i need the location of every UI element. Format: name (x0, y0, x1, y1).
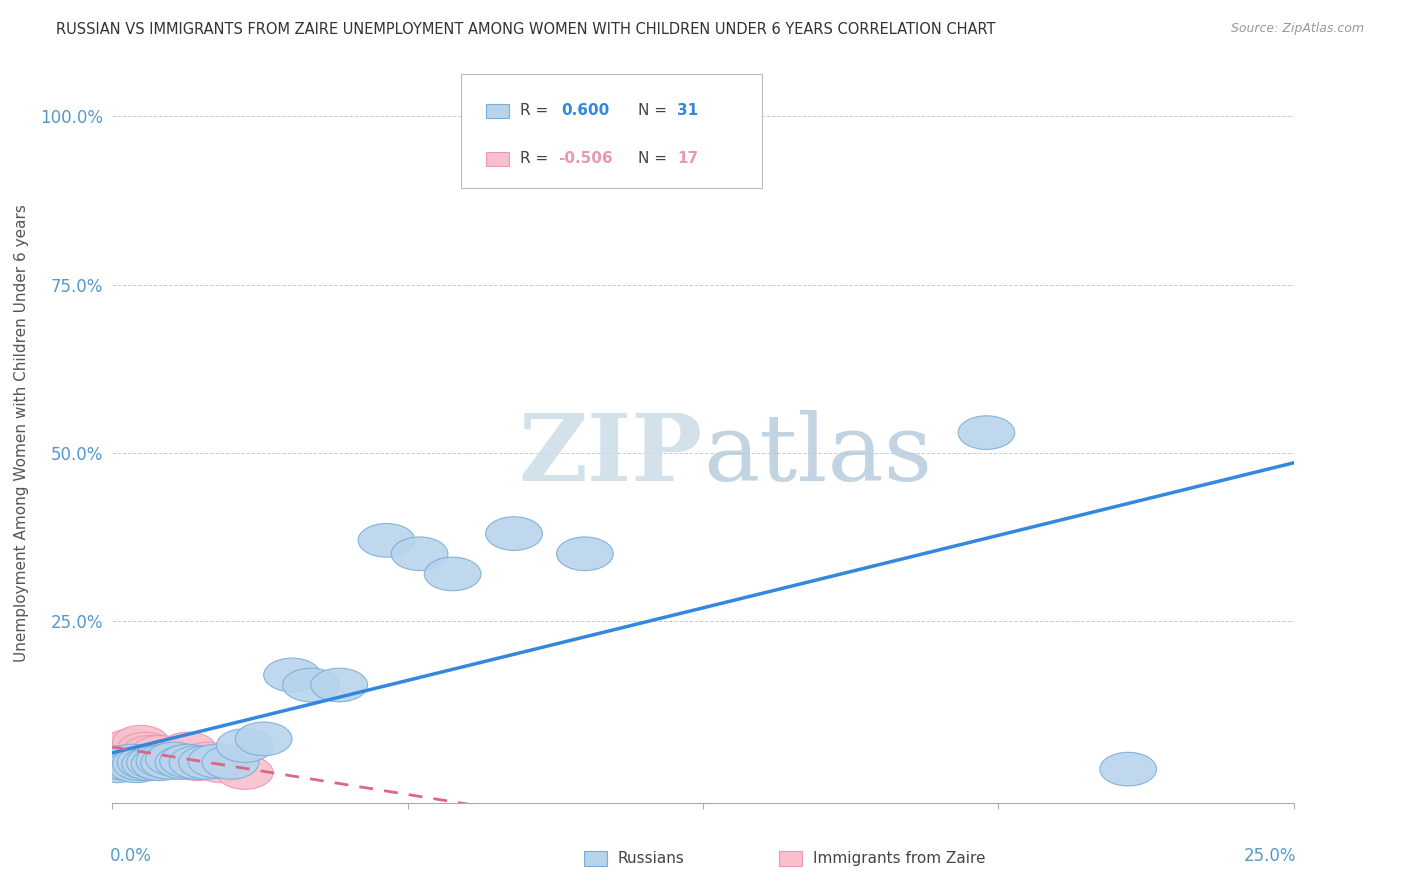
Ellipse shape (425, 558, 481, 591)
Ellipse shape (117, 732, 174, 765)
Ellipse shape (169, 747, 226, 780)
Ellipse shape (217, 756, 273, 789)
FancyBboxPatch shape (485, 103, 509, 119)
Ellipse shape (202, 746, 259, 780)
Ellipse shape (311, 668, 367, 702)
FancyBboxPatch shape (779, 851, 803, 866)
Text: ZIP: ZIP (519, 409, 703, 500)
Ellipse shape (141, 739, 197, 772)
Ellipse shape (103, 729, 160, 763)
Ellipse shape (957, 416, 1015, 450)
Ellipse shape (359, 524, 415, 558)
Ellipse shape (98, 739, 155, 772)
Text: R =: R = (520, 103, 553, 119)
Ellipse shape (264, 658, 321, 692)
Ellipse shape (217, 729, 273, 763)
Ellipse shape (94, 746, 150, 780)
Ellipse shape (160, 732, 217, 765)
Ellipse shape (103, 744, 160, 778)
Text: 17: 17 (678, 152, 699, 167)
Text: -0.506: -0.506 (558, 152, 613, 167)
Ellipse shape (155, 746, 212, 780)
Y-axis label: Unemployment Among Women with Children Under 6 years: Unemployment Among Women with Children U… (14, 203, 28, 662)
Ellipse shape (89, 749, 146, 782)
Ellipse shape (193, 749, 249, 782)
Ellipse shape (169, 746, 226, 780)
Ellipse shape (127, 742, 183, 776)
Ellipse shape (108, 749, 165, 782)
Ellipse shape (131, 747, 188, 780)
Ellipse shape (141, 746, 197, 780)
Ellipse shape (127, 746, 183, 780)
Ellipse shape (122, 736, 179, 769)
Ellipse shape (146, 742, 202, 776)
Text: RUSSIAN VS IMMIGRANTS FROM ZAIRE UNEMPLOYMENT AMONG WOMEN WITH CHILDREN UNDER 6 : RUSSIAN VS IMMIGRANTS FROM ZAIRE UNEMPLO… (56, 22, 995, 37)
Ellipse shape (1099, 752, 1157, 786)
Text: N =: N = (638, 103, 672, 119)
Text: Russians: Russians (619, 851, 685, 866)
Ellipse shape (89, 736, 146, 769)
Text: N =: N = (638, 152, 672, 167)
Text: 31: 31 (678, 103, 699, 119)
Ellipse shape (108, 739, 165, 772)
FancyBboxPatch shape (485, 152, 509, 166)
Ellipse shape (131, 736, 188, 769)
Ellipse shape (485, 516, 543, 550)
Ellipse shape (98, 747, 155, 780)
Ellipse shape (179, 746, 235, 780)
Ellipse shape (391, 537, 449, 571)
Ellipse shape (94, 732, 150, 765)
Ellipse shape (117, 746, 174, 780)
Ellipse shape (179, 742, 235, 776)
Text: Immigrants from Zaire: Immigrants from Zaire (813, 851, 986, 866)
Text: atlas: atlas (703, 409, 932, 500)
Text: 0.600: 0.600 (561, 103, 610, 119)
Ellipse shape (112, 747, 169, 780)
Ellipse shape (136, 744, 193, 778)
Ellipse shape (112, 725, 169, 759)
Ellipse shape (283, 668, 339, 702)
FancyBboxPatch shape (583, 851, 607, 866)
Ellipse shape (557, 537, 613, 571)
Text: 25.0%: 25.0% (1243, 847, 1296, 865)
Text: 0.0%: 0.0% (110, 847, 152, 865)
Ellipse shape (188, 744, 245, 778)
Text: Source: ZipAtlas.com: Source: ZipAtlas.com (1230, 22, 1364, 36)
Ellipse shape (150, 746, 207, 780)
Text: R =: R = (520, 152, 553, 167)
Ellipse shape (235, 722, 292, 756)
FancyBboxPatch shape (461, 73, 762, 188)
Ellipse shape (160, 744, 217, 778)
Ellipse shape (122, 747, 179, 780)
